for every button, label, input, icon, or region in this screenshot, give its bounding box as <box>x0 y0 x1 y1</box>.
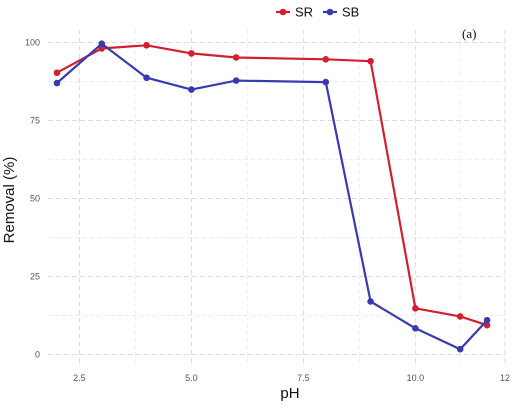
data-point-sr <box>98 45 106 52</box>
legend-label-sb: SB <box>342 5 359 20</box>
legend-marker-sb <box>326 8 334 16</box>
x-tick-label: 10.0 <box>407 373 425 383</box>
data-point-sr <box>232 54 240 61</box>
data-point-sr <box>188 50 195 57</box>
data-point-sb <box>98 40 106 48</box>
data-point-sr <box>143 41 150 49</box>
x-tick-label: 5.0 <box>185 373 198 383</box>
data-point-sb <box>322 78 330 86</box>
y-tick-label: 25 <box>30 272 40 282</box>
x-tick-label: 7.5 <box>297 373 310 383</box>
legend: SR SB <box>276 5 359 20</box>
panel-label: (a) <box>462 26 476 41</box>
series-line-sb <box>56 42 488 351</box>
grid <box>48 30 506 367</box>
y-tick-label: 0 <box>35 350 40 360</box>
data-point-sb <box>483 316 491 324</box>
data-point-sr <box>322 56 330 63</box>
data-point-sb <box>143 74 150 82</box>
data-point-sr <box>367 57 374 65</box>
legend-label-sr: SR <box>295 5 313 20</box>
data-point-sb <box>53 79 61 87</box>
legend-marker-sr <box>279 8 287 16</box>
data-point-sb <box>367 298 374 305</box>
x-tick-label: 2.5 <box>73 373 86 383</box>
data-point-sb <box>188 86 195 93</box>
data-point-sr <box>456 313 464 320</box>
data-point-sb <box>232 77 240 84</box>
x-tick-label: 12 <box>500 373 510 383</box>
series-line-sr <box>56 44 488 327</box>
series-layer <box>53 40 491 353</box>
y-tick-label: 75 <box>30 115 40 125</box>
y-axis-title: Removal (%) <box>1 157 18 244</box>
y-tick-label: 50 <box>30 194 40 204</box>
data-point-sb <box>412 325 419 332</box>
axes: 0 25 50 75 100 2.5 5.0 7.5 10.0 12 <box>25 37 510 383</box>
x-axis-title: pH <box>280 385 299 402</box>
data-point-sr <box>412 305 419 312</box>
data-point-sb <box>456 345 464 353</box>
data-point-sr <box>53 69 61 77</box>
y-tick-label: 100 <box>25 37 40 47</box>
